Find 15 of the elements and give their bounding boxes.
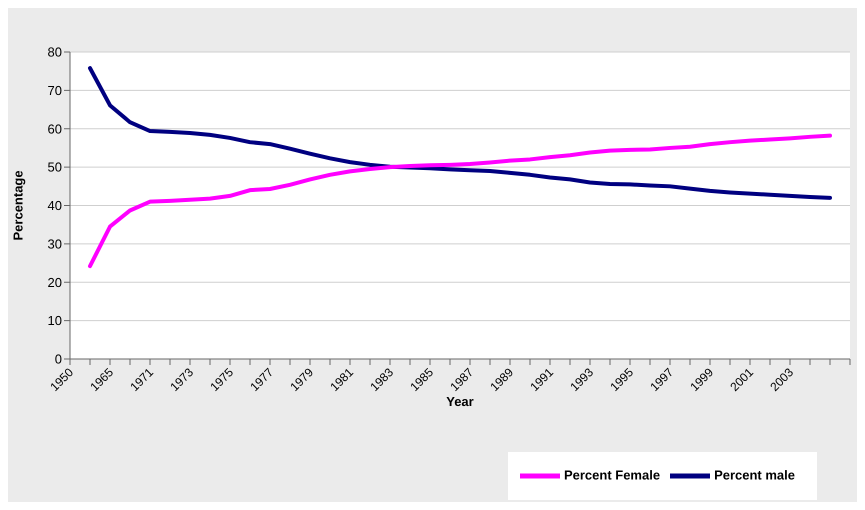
legend-label: Percent male: [714, 467, 795, 482]
y-tick-label: 60: [48, 121, 62, 136]
x-axis-title: Year: [446, 394, 474, 409]
y-axis-title: Percentage: [10, 170, 26, 240]
y-tick-label: 70: [48, 82, 62, 98]
y-tick-label: 50: [48, 160, 62, 175]
line-series: [88, 66, 832, 200]
legend-label: Percent Female: [564, 467, 660, 482]
y-tick-label: 80: [48, 44, 62, 60]
y-tick-label: 10: [48, 313, 62, 328]
y-tick-label: 20: [48, 274, 62, 290]
y-tick-label: 30: [48, 236, 62, 252]
y-tick-label: 40: [48, 198, 62, 214]
line-series: [88, 134, 832, 268]
y-tick-label: 0: [54, 352, 62, 367]
